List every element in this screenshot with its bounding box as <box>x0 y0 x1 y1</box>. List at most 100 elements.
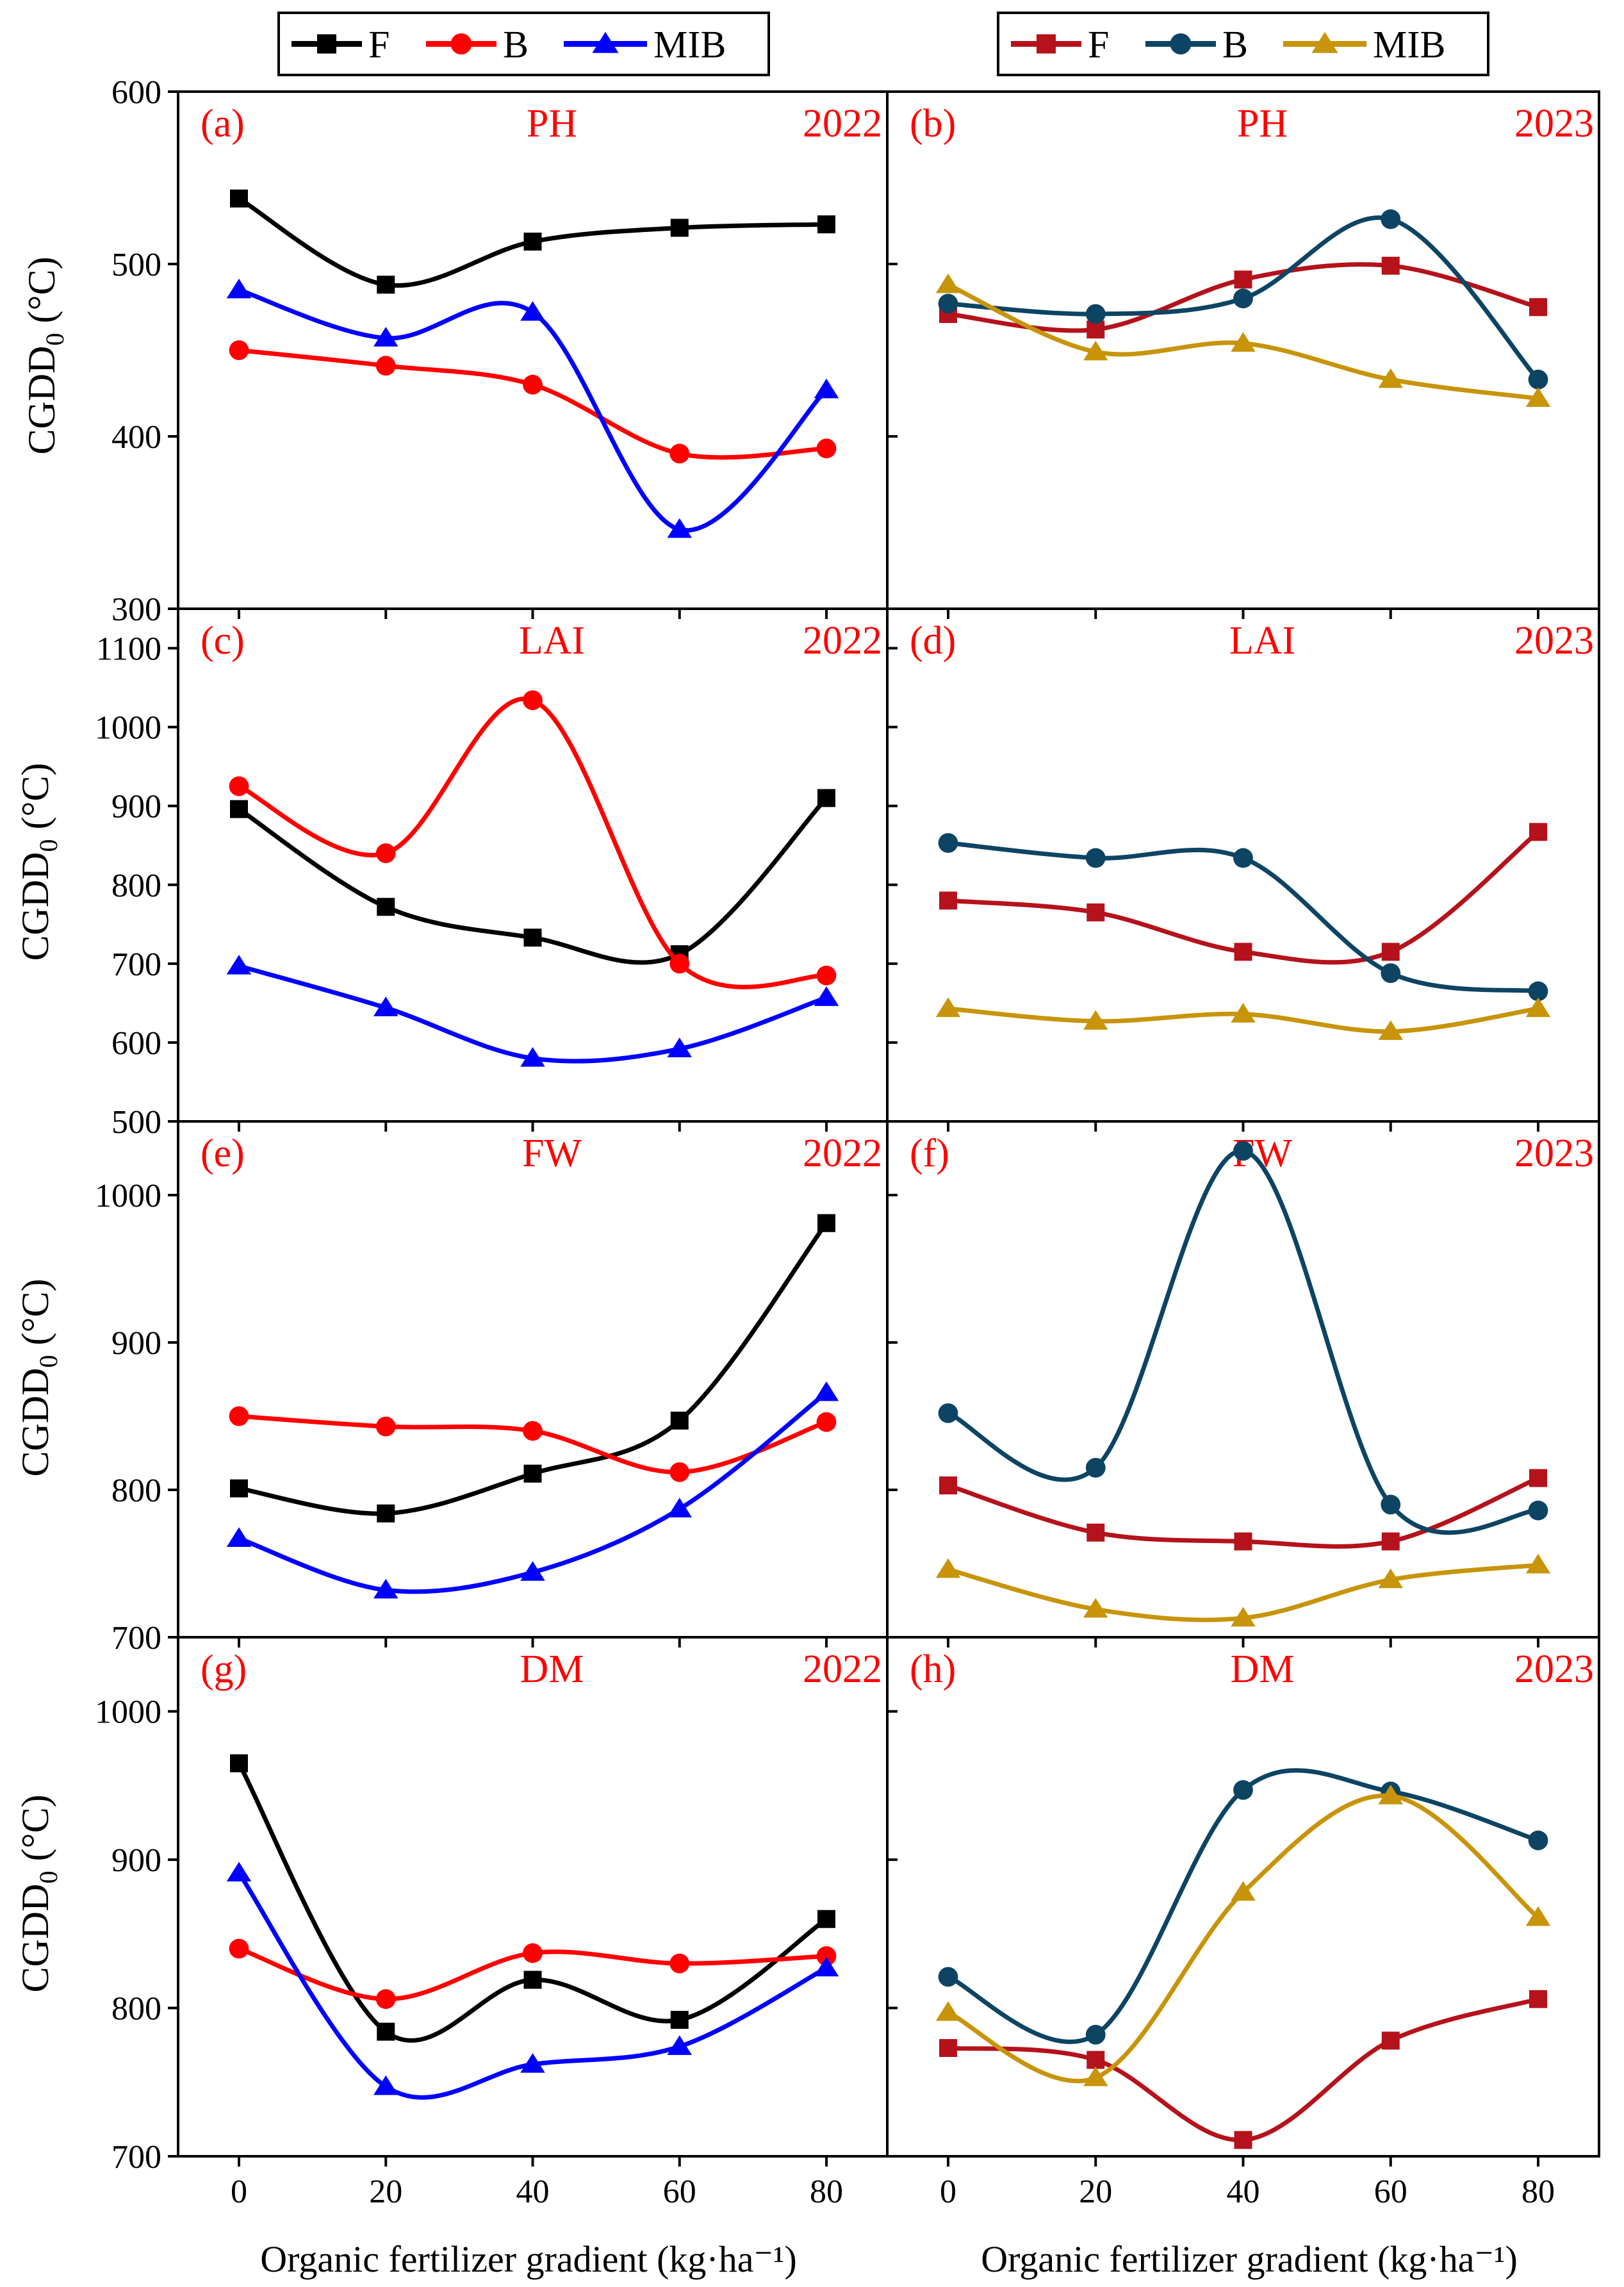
y-tick-label: 700 <box>111 946 161 983</box>
panel-variable: PH <box>527 102 577 145</box>
y-tick-label: 1000 <box>95 1178 161 1214</box>
data-point <box>667 518 692 538</box>
series-mib <box>935 1553 1551 1627</box>
data-point <box>1087 903 1105 921</box>
data-point <box>938 833 958 853</box>
panel-a: 300 400 500 600 (a) PH 2022 <box>111 74 889 628</box>
legend-marker-circle <box>1170 33 1192 54</box>
data-point <box>1233 848 1253 868</box>
data-point <box>1378 1785 1403 1804</box>
data-point <box>523 1943 543 1963</box>
panel-h: 0 20 40 60 80 (h) DM 2023 <box>886 1636 1600 2210</box>
data-point <box>669 1462 690 1482</box>
series-b <box>229 690 837 989</box>
series-b <box>938 1141 1548 1535</box>
legend-top-right: F B MIB <box>997 12 1489 76</box>
data-point <box>523 1970 542 1989</box>
panel-letter: (f) <box>910 1132 949 1175</box>
data-point <box>1085 848 1106 868</box>
y-title-main: CGDD <box>21 345 63 454</box>
data-point <box>667 2035 692 2055</box>
data-point <box>1529 1990 1547 2008</box>
y-title-subscript: 0 <box>40 333 69 345</box>
x-tick-label: 0 <box>940 2174 956 2210</box>
data-point <box>670 219 689 237</box>
series-f <box>939 823 1547 965</box>
series-mib <box>935 273 1551 407</box>
data-point <box>1381 943 1400 961</box>
data-point <box>817 789 835 807</box>
data-point <box>523 929 542 947</box>
data-point <box>814 1956 839 1977</box>
legend-layer: F B MIB F B MIB <box>277 12 1489 76</box>
series-b <box>229 1406 837 1482</box>
legend-label: B <box>503 24 529 66</box>
data-point <box>1231 332 1256 352</box>
data-point <box>1381 1532 1400 1551</box>
data-point <box>935 273 961 293</box>
legend-label: F <box>1088 24 1109 66</box>
data-point <box>229 1406 249 1426</box>
panel-year: 2023 <box>1514 1132 1594 1175</box>
data-point <box>939 2039 957 2058</box>
data-point <box>375 1989 396 2010</box>
y-title-main: CGDD <box>14 852 56 961</box>
y-tick-label: 600 <box>111 74 161 111</box>
data-point <box>373 2075 398 2095</box>
data-point <box>667 1037 692 1057</box>
series-mib <box>226 1381 839 1599</box>
legend-marker-square <box>317 34 336 54</box>
legend-entry-b: B <box>426 24 529 66</box>
data-point <box>230 189 248 208</box>
data-point <box>1083 340 1108 361</box>
data-point <box>1528 1500 1548 1521</box>
data-point <box>939 1476 957 1495</box>
y-title-main: CGDD <box>14 1367 56 1476</box>
panel-year: 2022 <box>803 619 882 663</box>
panel-letter: (g) <box>201 1647 247 1691</box>
data-point <box>520 1047 545 1067</box>
data-point <box>817 215 835 234</box>
y-title-subscript: 0 <box>34 1355 63 1367</box>
data-point <box>1529 1469 1547 1487</box>
panel-year: 2023 <box>1514 619 1594 663</box>
y-tick-label: 1000 <box>95 1694 161 1731</box>
y-tick-label: 800 <box>111 1991 161 2027</box>
series-f <box>230 1754 835 2043</box>
y-tick-label: 900 <box>111 1842 161 1879</box>
data-point <box>1087 1523 1105 1542</box>
legend-label: MIB <box>1373 24 1445 66</box>
data-point <box>1085 304 1106 324</box>
data-point <box>1083 2066 1108 2086</box>
x-tick-label: 0 <box>231 2174 247 2210</box>
legend-label: F <box>368 24 390 66</box>
legend-entry-f: F <box>291 24 390 66</box>
data-point <box>1234 2131 1252 2149</box>
data-point <box>1234 1532 1252 1551</box>
data-point <box>375 843 396 863</box>
y-axis-title-row-2: CGDD0 (°C) <box>14 763 63 961</box>
data-point <box>1381 256 1400 275</box>
legend-entry-mib: MIB <box>1283 24 1445 66</box>
data-point <box>1525 1906 1551 1926</box>
data-point <box>814 1381 839 1401</box>
data-point <box>816 965 837 986</box>
data-point <box>229 776 249 797</box>
panel-year: 2023 <box>1514 102 1594 145</box>
series-f <box>230 789 835 965</box>
series-mib <box>935 997 1551 1040</box>
series-b <box>938 833 1548 1002</box>
data-point <box>670 1411 689 1430</box>
y-tick-label: 900 <box>111 1325 161 1362</box>
legend-marker-circle <box>450 33 472 54</box>
data-point <box>939 891 957 910</box>
series-line <box>238 288 828 533</box>
series-f <box>939 1990 1547 2149</box>
data-point <box>226 955 252 975</box>
y-tick-label: 600 <box>111 1025 161 1062</box>
data-point <box>935 2001 961 2021</box>
series-line <box>236 1762 828 2043</box>
data-point <box>1231 1606 1256 1627</box>
data-point <box>1233 1141 1253 1161</box>
